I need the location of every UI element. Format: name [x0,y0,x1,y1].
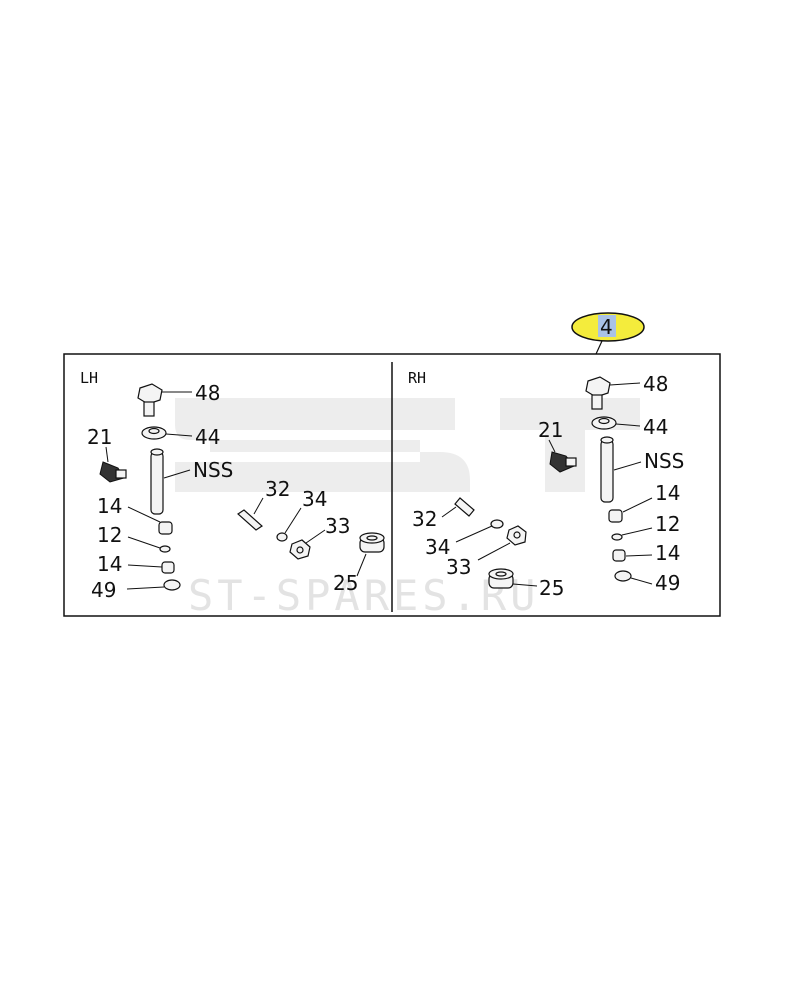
rh-label-14b: 14 [655,541,680,565]
rh-bushing-14a [608,497,653,523]
rh-pin-32 [441,497,475,518]
callout-4[interactable]: 4 [571,312,645,355]
lh-fitting-21 [99,446,127,483]
lh-bushing-14b [127,561,175,574]
watermark-text: ST-SPARES.RU [188,571,539,620]
rh-bolt-48 [585,376,641,410]
rh-shaft-nss [600,436,642,503]
rh-label-33: 33 [446,555,471,579]
rh-title: RH [408,369,426,387]
rh-label-12: 12 [655,512,680,536]
rh-label-48: 48 [643,372,668,396]
rh-label-44: 44 [643,415,668,439]
rh-label-49: 49 [655,571,680,595]
lh-seal-49 [126,579,181,591]
rh-label-14a: 14 [655,481,680,505]
lh-title: LH [80,369,98,387]
rh-nut-33 [477,525,527,561]
lh-label-49: 49 [91,578,116,602]
rh-collar-25 [488,568,538,589]
lh-label-44: 44 [195,425,220,449]
lh-shaft-nss [150,448,191,515]
lh-label-nss: NSS [193,458,233,482]
rh-bushing-14b [612,549,653,562]
lh-bolt-48 [137,383,192,417]
lh-label-12: 12 [97,523,122,547]
lh-nut-33 [289,529,326,560]
lh-pin-32 [237,497,264,531]
lh-label-34: 34 [302,487,327,511]
lh-label-14a: 14 [97,494,122,518]
rh-label-25: 25 [539,576,564,600]
rh-panel: RH 48 44 21 NSS [408,369,684,600]
lh-label-48: 48 [195,381,220,405]
lh-label-33: 33 [325,514,350,538]
lh-washer-44 [141,426,193,440]
lh-label-14b: 14 [97,552,122,576]
rh-label-nss: NSS [644,449,684,473]
lh-label-21: 21 [87,425,112,449]
rh-fitting-21 [548,439,577,473]
lh-panel: LH 48 44 21 NSS [80,369,385,602]
rh-washer-34 [455,519,504,543]
watermark: ST-SPARES.RU [175,398,640,620]
callout-highlight [598,315,616,337]
callout-number: 4 [600,315,613,339]
rh-label-21: 21 [538,418,563,442]
lh-bushing-14a [127,506,173,535]
rh-label-34: 34 [425,535,450,559]
lh-collar-25 [356,532,385,577]
lh-washer-34 [276,507,302,542]
diagram-frame [63,353,721,617]
rh-label-32: 32 [412,507,437,531]
rh-washer-44 [591,416,641,430]
lh-ring-12 [127,536,171,553]
callout-leader [595,340,603,355]
rh-seal-49 [614,570,653,585]
lh-label-25: 25 [333,571,358,595]
lh-label-32: 32 [265,477,290,501]
rh-ring-12 [611,527,653,541]
watermark-logo [175,398,640,492]
